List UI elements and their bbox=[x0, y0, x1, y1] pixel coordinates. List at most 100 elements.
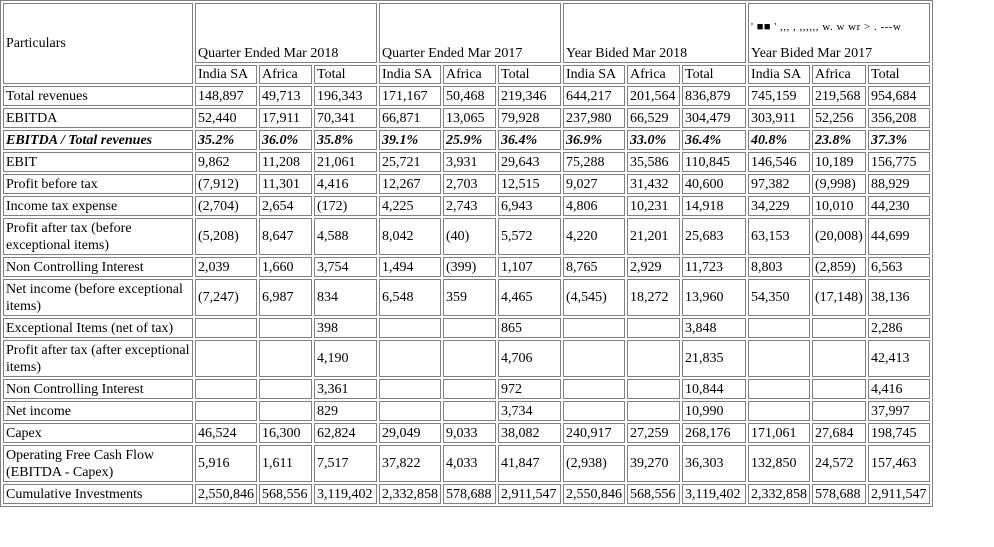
table-cell: (7,912) bbox=[195, 174, 257, 194]
table-cell: 39,270 bbox=[627, 445, 680, 482]
table-cell bbox=[195, 340, 257, 377]
table-cell: 972 bbox=[498, 379, 561, 399]
table-cell: 33.0% bbox=[627, 130, 680, 150]
table-cell bbox=[443, 401, 496, 421]
table-cell bbox=[748, 401, 810, 421]
table-row: Profit after tax (after exceptional item… bbox=[3, 340, 930, 377]
table-cell: 359 bbox=[443, 279, 496, 316]
row-label: Profit before tax bbox=[3, 174, 193, 194]
table-cell: 2,039 bbox=[195, 257, 257, 277]
table-cell: 4,190 bbox=[314, 340, 377, 377]
table-cell: (172) bbox=[314, 196, 377, 216]
table-row: Profit after tax (before exceptional ite… bbox=[3, 218, 930, 255]
period-header-q2017: Quarter Ended Mar 2017 bbox=[379, 3, 561, 63]
table-row: Non Controlling Interest 3,361 972 10,844 4,… bbox=[3, 379, 930, 399]
row-label: Capex bbox=[3, 423, 193, 443]
table-cell bbox=[627, 318, 680, 338]
subcolumn-header: Total bbox=[682, 65, 746, 84]
table-cell: 25,721 bbox=[379, 152, 441, 172]
table-cell: 10,990 bbox=[682, 401, 746, 421]
table-cell: 21,835 bbox=[682, 340, 746, 377]
table-cell: 36.9% bbox=[563, 130, 625, 150]
subcolumn-header-row: India SA Africa Total India SA Africa Total In… bbox=[3, 65, 930, 84]
table-cell: 8,647 bbox=[259, 218, 312, 255]
table-cell: (17,148) bbox=[812, 279, 866, 316]
table-cell: 4,225 bbox=[379, 196, 441, 216]
table-row: EBIT 9,862 11,208 21,061 25,721 3,931 29,643 75… bbox=[3, 152, 930, 172]
table-cell: 2,286 bbox=[868, 318, 930, 338]
table-cell: 171,167 bbox=[379, 86, 441, 106]
table-cell: 25,683 bbox=[682, 218, 746, 255]
table-cell: 3,734 bbox=[498, 401, 561, 421]
table-cell: 2,703 bbox=[443, 174, 496, 194]
table-cell: 40.8% bbox=[748, 130, 810, 150]
table-cell bbox=[748, 318, 810, 338]
table-cell: 148,897 bbox=[195, 86, 257, 106]
table-cell: 44,699 bbox=[868, 218, 930, 255]
subcolumn-header: Africa bbox=[443, 65, 496, 84]
table-cell: 198,745 bbox=[868, 423, 930, 443]
table-cell: 27,684 bbox=[812, 423, 866, 443]
table-cell bbox=[259, 318, 312, 338]
period-header-y2018: Year Bided Mar 2018 bbox=[563, 3, 746, 63]
table-cell: 35.2% bbox=[195, 130, 257, 150]
subcolumn-header: Total bbox=[498, 65, 561, 84]
table-cell bbox=[379, 318, 441, 338]
row-label: EBITDA / Total revenues bbox=[3, 130, 193, 150]
table-cell: 578,688 bbox=[443, 484, 496, 504]
table-cell: 4,706 bbox=[498, 340, 561, 377]
table-cell: 1,660 bbox=[259, 257, 312, 277]
table-cell: 10,844 bbox=[682, 379, 746, 399]
table-row: Operating Free Cash Flow (EBITDA - Capex… bbox=[3, 445, 930, 482]
table-cell: (5,208) bbox=[195, 218, 257, 255]
scan-artifact-text: ' ■■ ' ,,, , ,,,,,, w. w wr > . ---w bbox=[751, 21, 902, 33]
table-cell: 954,684 bbox=[868, 86, 930, 106]
table-cell: 37.3% bbox=[868, 130, 930, 150]
table-cell: 9,027 bbox=[563, 174, 625, 194]
row-label: Non Controlling Interest bbox=[3, 257, 193, 277]
table-cell: 46,524 bbox=[195, 423, 257, 443]
table-cell: 49,713 bbox=[259, 86, 312, 106]
table-cell bbox=[627, 401, 680, 421]
table-cell: 8,765 bbox=[563, 257, 625, 277]
table-cell: 2,654 bbox=[259, 196, 312, 216]
table-cell: 34,229 bbox=[748, 196, 810, 216]
table-cell: 568,556 bbox=[627, 484, 680, 504]
table-row: Cumulative Investments 2,550,846 568,556 3,… bbox=[3, 484, 930, 504]
table-cell: 41,847 bbox=[498, 445, 561, 482]
table-cell: 63,153 bbox=[748, 218, 810, 255]
table-cell: 5,572 bbox=[498, 218, 561, 255]
table-cell: 12,267 bbox=[379, 174, 441, 194]
table-cell bbox=[443, 379, 496, 399]
subcolumn-header: Africa bbox=[812, 65, 866, 84]
table-cell bbox=[812, 318, 866, 338]
table-cell: 171,061 bbox=[748, 423, 810, 443]
particulars-header: Particulars bbox=[3, 3, 193, 84]
table-cell: 23.8% bbox=[812, 130, 866, 150]
subcolumn-header: India SA bbox=[563, 65, 625, 84]
row-label: Operating Free Cash Flow (EBITDA - Capex… bbox=[3, 445, 193, 482]
table-cell: 9,033 bbox=[443, 423, 496, 443]
table-cell: 7,517 bbox=[314, 445, 377, 482]
table-cell: 14,918 bbox=[682, 196, 746, 216]
table-cell: 9,862 bbox=[195, 152, 257, 172]
table-cell: 3,848 bbox=[682, 318, 746, 338]
table-cell: 29,643 bbox=[498, 152, 561, 172]
row-label: Profit after tax (before exceptional ite… bbox=[3, 218, 193, 255]
table-cell: 157,463 bbox=[868, 445, 930, 482]
table-cell: 38,082 bbox=[498, 423, 561, 443]
period-header-q2018: Quarter Ended Mar 2018 bbox=[195, 3, 377, 63]
table-cell bbox=[379, 379, 441, 399]
table-cell: 6,563 bbox=[868, 257, 930, 277]
table-cell: 578,688 bbox=[812, 484, 866, 504]
subcolumn-header: India SA bbox=[195, 65, 257, 84]
table-cell: 11,301 bbox=[259, 174, 312, 194]
table-cell: 110,845 bbox=[682, 152, 746, 172]
table-row: Capex 46,524 16,300 62,824 29,049 9,033 38,082… bbox=[3, 423, 930, 443]
table-cell bbox=[443, 318, 496, 338]
table-cell: 66,529 bbox=[627, 108, 680, 128]
table-cell: 865 bbox=[498, 318, 561, 338]
row-label: EBITDA bbox=[3, 108, 193, 128]
table-body: Total revenues 148,897 49,713 196,343 171,16… bbox=[3, 86, 930, 504]
table-cell bbox=[259, 340, 312, 377]
